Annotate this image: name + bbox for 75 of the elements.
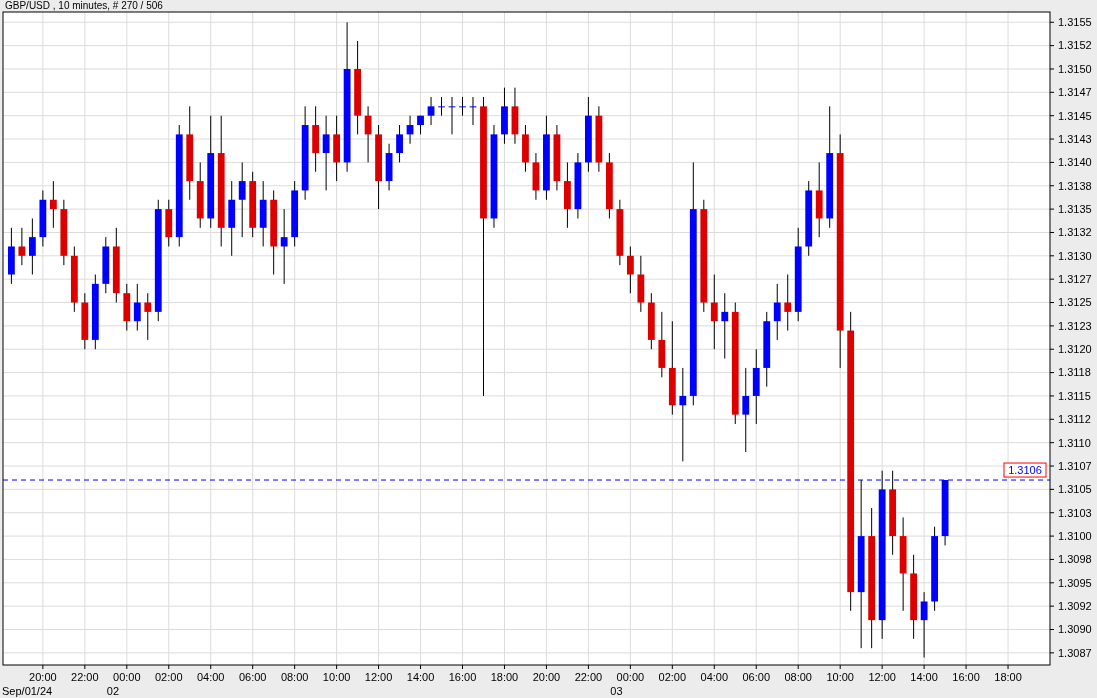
candlestick — [144, 292, 152, 341]
x-tick-label: 20:00 — [29, 671, 57, 683]
y-tick-label: 1.3098 — [1058, 553, 1092, 566]
candlestick — [238, 161, 246, 238]
x-tick-label: 22:00 — [71, 671, 99, 683]
ref-line-label: 1.3106 — [1008, 463, 1042, 476]
candlestick — [322, 115, 330, 191]
y-tick-label: 1.3115 — [1058, 389, 1091, 402]
y-tick-label: 1.3105 — [1058, 483, 1092, 496]
x-tick-label: 16:00 — [952, 671, 980, 683]
candlestick — [710, 274, 718, 350]
candlestick — [280, 208, 288, 285]
x-tick-label: 12:00 — [868, 671, 896, 683]
candlestick — [773, 283, 781, 341]
x-tick-label: 10:00 — [322, 671, 351, 683]
candlestick — [679, 367, 687, 462]
x-tick-label: 14:00 — [406, 671, 435, 683]
y-tick-label: 1.3123 — [1058, 319, 1092, 332]
y-tick-label: 1.3120 — [1058, 343, 1092, 356]
chart-title: GBP/USD , 10 minutes, # 270 / 506 — [5, 0, 164, 11]
x-tick-label: 00:00 03 — [610, 671, 645, 697]
y-tick-label: 1.3127 — [1058, 273, 1092, 286]
candlestick — [427, 96, 435, 126]
y-tick-label: 1.3143 — [1058, 132, 1092, 145]
x-tick-label: 02:00 — [658, 671, 687, 683]
y-tick-label: 1.3095 — [1058, 576, 1092, 589]
y-tick-label: 1.3103 — [1058, 506, 1092, 519]
x-tick-label: 02:00 — [154, 671, 183, 683]
y-tick-label: 1.3155 — [1058, 16, 1092, 29]
x-tick-label: 00:00 02 — [106, 671, 141, 697]
y-tick-label: 1.3138 — [1058, 179, 1092, 192]
candlestick — [133, 283, 141, 332]
y-tick-label: 1.3092 — [1058, 600, 1092, 612]
candlestick — [742, 367, 750, 453]
x-tick-label: 04:00 — [700, 671, 729, 683]
candlestick — [459, 96, 466, 117]
y-tick-label: 1.3090 — [1058, 623, 1092, 636]
x-tick-label: 20:00 — [532, 671, 561, 683]
y-tick-label: 1.3152 — [1058, 39, 1092, 52]
y-tick-label: 1.3118 — [1058, 366, 1091, 379]
candlestick — [18, 227, 26, 266]
x-tick-label: 16:00 — [448, 671, 477, 683]
x-tick-label: 06:00 — [238, 671, 267, 683]
x-tick-label: 10:00 — [826, 671, 854, 683]
y-tick-label: 1.3125 — [1058, 296, 1092, 309]
candlestick — [721, 292, 729, 360]
x-tick-label: 08:00 — [784, 671, 812, 683]
candlestick — [49, 180, 57, 229]
candlestick — [920, 591, 928, 659]
y-tick-label: 1.3132 — [1058, 226, 1092, 239]
x-tick-label: 22:00 — [574, 671, 603, 683]
candlestick — [396, 124, 403, 163]
y-tick-label: 1.3100 — [1058, 529, 1092, 542]
text: Sep/01/24 — [2, 685, 53, 697]
y-tick-label: 1.3087 — [1058, 646, 1092, 659]
y-tick-label: 1.3140 — [1058, 156, 1092, 169]
candlestick — [28, 217, 36, 276]
y-tick-label: 1.3145 — [1058, 109, 1092, 122]
y-tick-label: 1.3112 — [1058, 413, 1091, 426]
y-tick-label: 1.3147 — [1058, 86, 1092, 99]
x-tick-label: 08:00 — [280, 671, 309, 683]
candlestick — [784, 274, 792, 332]
y-tick-label: 1.3110 — [1058, 436, 1091, 449]
x-tick-label: 18:00 — [490, 671, 519, 683]
x-tick-label: 18:00 — [994, 671, 1022, 683]
candlestick — [438, 96, 445, 117]
x-tick-label: 12:00 — [364, 671, 393, 683]
x-tick-label: 04:00 — [196, 671, 225, 683]
y-tick-label: 1.3130 — [1058, 249, 1092, 262]
x-tick-label: 14:00 — [910, 671, 938, 683]
y-tick-label: 1.3107 — [1058, 459, 1092, 472]
y-tick-label: 1.3135 — [1058, 202, 1092, 215]
x-tick-label: 06:00 — [742, 671, 771, 683]
y-tick-label: 1.3150 — [1058, 62, 1092, 75]
candlestick — [626, 245, 634, 294]
